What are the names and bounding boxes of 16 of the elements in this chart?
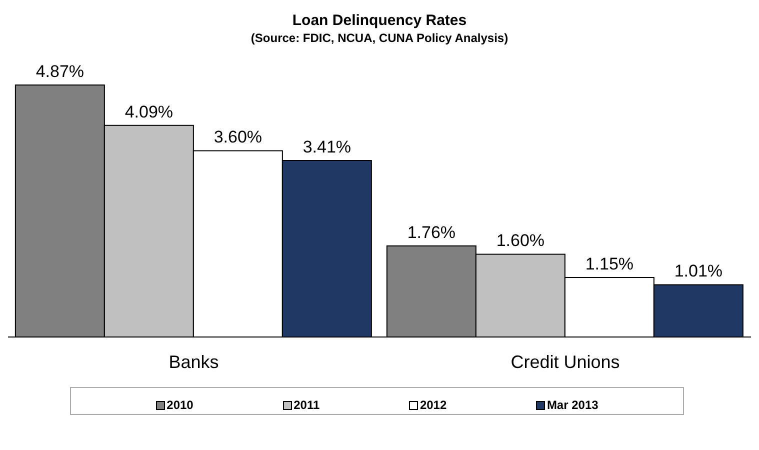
data-label: 1.15% <box>585 254 634 274</box>
data-label: 1.01% <box>674 262 723 281</box>
x-tick-label: Banks <box>168 352 219 372</box>
legend-label: 2011 <box>294 398 320 412</box>
data-label: 1.76% <box>407 222 456 242</box>
data-label: 4.87% <box>36 62 84 81</box>
data-label: 3.60% <box>214 128 262 147</box>
data-label: 3.41% <box>302 138 352 157</box>
chart-title: Loan Delinquency Rates <box>291 12 468 29</box>
legend-label: Mar 2013 <box>546 398 598 412</box>
legend-label: 2010 <box>166 398 194 412</box>
data-label: 1.60% <box>496 231 545 250</box>
legend-label: 2012 <box>420 398 447 412</box>
data-label: 4.09% <box>124 102 174 122</box>
x-tick-label: Credit Unions <box>510 352 620 372</box>
chart-subtitle: (Source: FDIC, NCUA, CUNA Policy Analysis) <box>250 31 510 45</box>
